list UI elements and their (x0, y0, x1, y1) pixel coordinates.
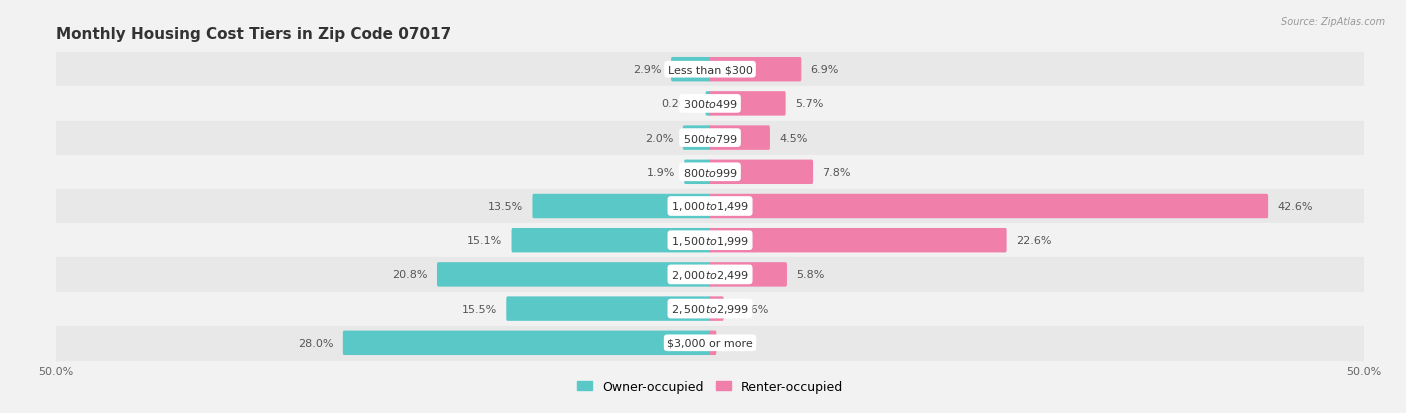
Text: 5.7%: 5.7% (794, 99, 824, 109)
Text: 0.4%: 0.4% (725, 338, 754, 348)
FancyBboxPatch shape (683, 126, 711, 150)
Text: 0.96%: 0.96% (733, 304, 769, 314)
FancyBboxPatch shape (343, 331, 711, 355)
FancyBboxPatch shape (512, 228, 711, 253)
Text: 13.5%: 13.5% (488, 202, 523, 211)
FancyBboxPatch shape (533, 194, 711, 219)
Text: 15.5%: 15.5% (461, 304, 496, 314)
FancyBboxPatch shape (709, 194, 1268, 219)
Text: 15.1%: 15.1% (467, 236, 502, 246)
Text: 0.26%: 0.26% (661, 99, 696, 109)
FancyBboxPatch shape (709, 58, 801, 82)
Text: $500 to $799: $500 to $799 (682, 132, 738, 144)
Legend: Owner-occupied, Renter-occupied: Owner-occupied, Renter-occupied (572, 375, 848, 398)
Text: 22.6%: 22.6% (1017, 236, 1052, 246)
FancyBboxPatch shape (671, 58, 711, 82)
Bar (56, 292, 1364, 326)
Text: 28.0%: 28.0% (298, 338, 333, 348)
Text: 4.5%: 4.5% (779, 133, 807, 143)
Text: Monthly Housing Cost Tiers in Zip Code 07017: Monthly Housing Cost Tiers in Zip Code 0… (56, 26, 451, 41)
FancyBboxPatch shape (709, 126, 770, 150)
FancyBboxPatch shape (709, 160, 813, 185)
Bar (56, 87, 1364, 121)
Bar (56, 326, 1364, 360)
Text: $300 to $499: $300 to $499 (682, 98, 738, 110)
Text: Less than $300: Less than $300 (668, 65, 752, 75)
Bar (56, 190, 1364, 223)
Text: 5.8%: 5.8% (796, 270, 825, 280)
Text: $1,000 to $1,499: $1,000 to $1,499 (671, 200, 749, 213)
Text: 42.6%: 42.6% (1278, 202, 1313, 211)
FancyBboxPatch shape (709, 297, 724, 321)
FancyBboxPatch shape (709, 263, 787, 287)
FancyBboxPatch shape (437, 263, 711, 287)
Text: 6.9%: 6.9% (811, 65, 839, 75)
Text: $2,500 to $2,999: $2,500 to $2,999 (671, 302, 749, 316)
Text: 1.9%: 1.9% (647, 167, 675, 177)
Bar (56, 53, 1364, 87)
Bar (56, 258, 1364, 292)
Bar (56, 223, 1364, 258)
FancyBboxPatch shape (685, 160, 711, 185)
Text: $800 to $999: $800 to $999 (682, 166, 738, 178)
Text: Source: ZipAtlas.com: Source: ZipAtlas.com (1281, 17, 1385, 26)
Text: 2.0%: 2.0% (645, 133, 673, 143)
Text: $1,500 to $1,999: $1,500 to $1,999 (671, 234, 749, 247)
FancyBboxPatch shape (506, 297, 711, 321)
Text: 2.9%: 2.9% (633, 65, 662, 75)
Bar (56, 155, 1364, 190)
Text: 20.8%: 20.8% (392, 270, 427, 280)
Bar (56, 121, 1364, 155)
FancyBboxPatch shape (706, 92, 711, 116)
Text: $3,000 or more: $3,000 or more (668, 338, 752, 348)
FancyBboxPatch shape (709, 331, 716, 355)
Text: $2,000 to $2,499: $2,000 to $2,499 (671, 268, 749, 281)
Text: 7.8%: 7.8% (823, 167, 851, 177)
FancyBboxPatch shape (709, 228, 1007, 253)
FancyBboxPatch shape (709, 92, 786, 116)
